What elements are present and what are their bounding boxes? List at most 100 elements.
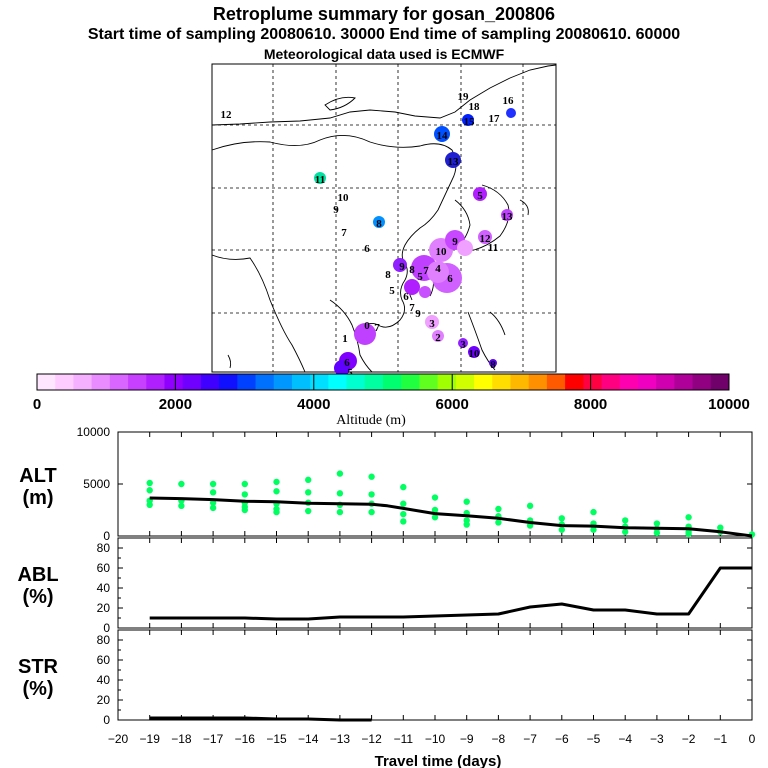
scatter-point — [241, 491, 248, 498]
map-day-label: 6 — [344, 357, 350, 369]
colorbar-swatch — [455, 374, 475, 390]
map-day-label: 5 — [477, 190, 483, 202]
map-day-label: 9 — [333, 204, 339, 216]
scatter-point — [431, 506, 439, 514]
scatter-point — [336, 470, 344, 477]
scatter-point — [336, 490, 344, 497]
y-tick-label: 60 — [97, 653, 111, 667]
map-day-label: 15 — [464, 116, 476, 128]
y-tick-label: 0 — [103, 713, 110, 727]
series-line — [149, 566, 752, 621]
map-day-label: 9 — [452, 236, 458, 248]
colorbar-swatch — [528, 374, 548, 390]
map-day-label: 8 — [376, 218, 382, 230]
colorbar-swatch — [128, 374, 147, 390]
scatter-point — [305, 507, 312, 515]
scatter-point — [400, 518, 407, 525]
x-tick-label: −3 — [650, 732, 664, 746]
colorbar-swatch — [692, 374, 712, 390]
scatter-point — [400, 483, 407, 491]
plot-title: Retroplume summary for gosan_200806 — [212, 4, 556, 24]
colorbar-swatch — [674, 374, 694, 390]
scatter-point — [622, 528, 629, 536]
x-tick-label: −7 — [523, 732, 537, 746]
map-day-label: 10 — [338, 192, 350, 204]
scatter-point — [241, 506, 248, 514]
colorbar-swatch — [109, 374, 129, 390]
met-data-note: Meteorological data used is ECMWF — [263, 46, 505, 62]
y-tick-label: 0 — [103, 621, 110, 635]
y-tick-label: 10000 — [77, 425, 111, 439]
colorbar-swatch — [601, 374, 621, 390]
x-tick-label: −20 — [108, 732, 129, 746]
map-day-label: 3 — [429, 318, 435, 330]
map-day-label: 5 — [389, 285, 395, 297]
map-day-label: 6 — [403, 291, 409, 303]
colorbar-swatch — [474, 374, 493, 390]
x-tick-label: −13 — [330, 732, 351, 746]
scatter-point — [526, 502, 534, 510]
scatter-point — [209, 480, 217, 488]
x-tick-label: −10 — [425, 732, 446, 746]
panel-ylabel: ABL — [17, 564, 58, 586]
map-day-label: 5 — [347, 367, 353, 379]
altitude-colorbar — [36, 373, 730, 391]
scatter-point — [590, 526, 597, 533]
panel-alt: 10000 5000 0 ALT(m) — [19, 425, 756, 543]
map-day-label: 19 — [458, 91, 470, 103]
coastlines — [211, 64, 557, 373]
map-day-label: 18 — [469, 101, 481, 113]
colorbar-swatch — [55, 374, 74, 390]
scatter-point — [400, 500, 407, 507]
map-day-label: 2 — [435, 332, 441, 344]
colorbar-swatch — [182, 374, 202, 390]
map-day-label: 12 — [480, 233, 492, 245]
map-day-label: 12 — [221, 109, 233, 121]
scatter-point — [495, 519, 502, 526]
colorbar-swatch — [328, 374, 348, 390]
x-tick-label: −16 — [235, 732, 256, 746]
map-day-label: 13 — [502, 211, 514, 223]
map-day-label: 7 — [423, 265, 429, 277]
colorbar-swatch — [492, 374, 511, 390]
scatter-point — [431, 514, 439, 521]
scatter-point — [146, 479, 153, 487]
y-tick-label: 0 — [103, 529, 110, 543]
x-tick-label: −12 — [361, 732, 382, 746]
colorbar-swatch — [419, 374, 439, 390]
sampling-times: Start time of sampling 20080610. 30000 E… — [87, 26, 681, 43]
x-tick-label: −6 — [555, 732, 569, 746]
colorbar-swatch — [73, 374, 93, 390]
map-day-label: 7 — [341, 227, 347, 239]
colorbar-swatch — [346, 374, 366, 390]
colorbar-swatch — [437, 374, 457, 390]
colorbar-swatch — [146, 374, 165, 390]
panel-ylabel: ALT — [19, 465, 56, 487]
scatter-point — [336, 508, 344, 516]
map-day-label: 6 — [364, 243, 370, 255]
scatter-point — [653, 520, 661, 527]
map-frame — [211, 63, 557, 373]
colorbar-swatch — [237, 374, 257, 390]
x-tick-label: −14 — [298, 732, 319, 746]
colorbar-swatch — [619, 374, 639, 390]
scatter-point — [685, 514, 692, 521]
scatter-point — [209, 489, 217, 496]
map-day-label: 13 — [448, 156, 460, 168]
colorbar-tick-label: 8000 — [574, 396, 607, 413]
colorbar-swatch — [37, 374, 56, 390]
x-tick-label: −5 — [587, 732, 601, 746]
colorbar-tick-labels: 0 2000 4000 6000 8000 10000 — [33, 374, 750, 413]
map-day-label: 3 — [460, 339, 466, 351]
map-day-label: 14 — [437, 130, 449, 142]
x-tick-label: −8 — [492, 732, 506, 746]
map-day-label: 1 — [342, 333, 348, 345]
colorbar-swatch — [91, 374, 111, 390]
colorbar-swatch — [200, 374, 220, 390]
scatter-point — [431, 494, 439, 501]
scatter-point — [305, 489, 312, 496]
colorbar-label: Altitude (m) — [336, 413, 406, 428]
colorbar-swatch — [383, 374, 402, 390]
x-axis-title: Travel time (days) — [375, 753, 502, 768]
